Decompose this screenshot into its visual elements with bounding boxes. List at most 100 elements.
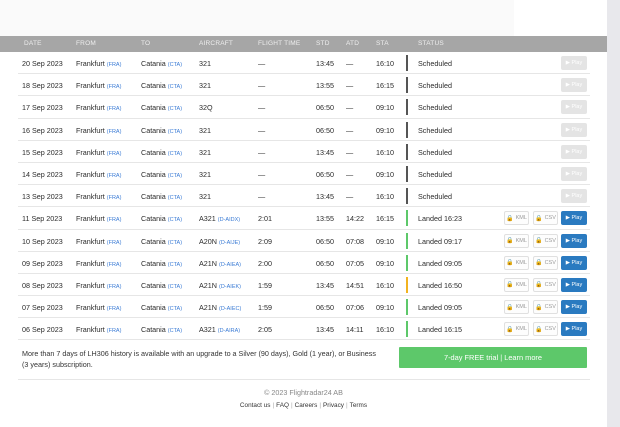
aircraft-registration[interactable]: (D-AIEK) <box>218 283 241 290</box>
to-airport-code[interactable]: (CTA) <box>167 106 183 113</box>
cell-to: Catania (CTA) <box>141 237 182 246</box>
cell-from: Frankfurt (FRA) <box>76 126 121 135</box>
free-trial-button[interactable]: 7-day FREE trial | Learn more <box>399 347 587 368</box>
footer-link-faq[interactable]: FAQ <box>276 402 289 409</box>
scrollbar-track[interactable] <box>607 0 620 427</box>
from-airport-code[interactable]: (FRA) <box>106 84 122 91</box>
csv-download-button[interactable]: 🔒 CSV <box>533 211 558 226</box>
csv-download-button[interactable]: 🔒 CSV <box>533 233 558 248</box>
divider <box>18 379 590 380</box>
from-airport-code[interactable]: (FRA) <box>106 328 122 335</box>
play-button[interactable]: ▶ Play <box>561 255 587 270</box>
table-row[interactable]: 17 Sep 2023 Frankfurt (FRA) Catania (CTA) 3… <box>18 96 590 119</box>
to-airport-code[interactable]: (CTA) <box>167 62 183 68</box>
to-airport-code[interactable]: (CTA) <box>167 306 183 313</box>
to-airport-code[interactable]: (CTA) <box>167 261 183 268</box>
aircraft-registration[interactable]: (D-AIEC) <box>218 306 242 313</box>
cell-date: 10 Sep 2023 <box>22 236 63 246</box>
table-row[interactable]: 15 Sep 2023 Frankfurt (FRA) Catania (CTA) 3… <box>18 141 590 163</box>
table-row[interactable]: 07 Sep 2023 Frankfurt (FRA) Catania (CTA) A… <box>18 296 590 319</box>
to-city: Catania <box>141 103 166 113</box>
col-flight-time: FLIGHT TIME <box>258 40 301 47</box>
play-button[interactable]: ▶ Play <box>561 100 587 115</box>
csv-download-button[interactable]: 🔒 CSV <box>533 300 558 315</box>
table-row[interactable]: 14 Sep 2023 Frankfurt (FRA) Catania (CTA) 3… <box>18 163 590 186</box>
from-airport-code[interactable]: (FRA) <box>106 172 122 179</box>
play-button[interactable]: ▶ Play <box>561 277 587 292</box>
play-button[interactable]: ▶ Play <box>561 144 587 159</box>
cell-aircraft: 321 <box>199 81 211 90</box>
play-button[interactable]: ▶ Play <box>561 300 587 315</box>
from-airport-code[interactable]: (FRA) <box>106 261 122 268</box>
aircraft-registration[interactable]: (D-AIRA) <box>217 328 241 335</box>
cell-status: Scheduled <box>418 192 452 202</box>
to-airport-code[interactable]: (CTA) <box>167 283 183 290</box>
aircraft-type: 321 <box>199 125 211 135</box>
csv-download-button[interactable]: 🔒 CSV <box>533 277 558 292</box>
to-airport-code[interactable]: (CTA) <box>167 128 183 135</box>
from-airport-code[interactable]: (FRA) <box>106 239 122 246</box>
to-airport-code[interactable]: (CTA) <box>167 195 183 202</box>
play-button[interactable]: ▶ Play <box>561 78 587 93</box>
cell-to: Catania (CTA) <box>141 170 182 179</box>
separator: | <box>290 402 293 409</box>
cell-atd: 07:08 <box>346 236 364 246</box>
play-button[interactable]: ▶ Play <box>561 322 587 337</box>
table-row[interactable]: 18 Sep 2023 Frankfurt (FRA) Catania (CTA) 3… <box>18 74 590 97</box>
table-row[interactable]: 11 Sep 2023 Frankfurt (FRA) Catania (CTA) A… <box>18 207 590 230</box>
to-airport-code[interactable]: (CTA) <box>167 172 183 179</box>
to-airport-code[interactable]: (CTA) <box>167 217 183 224</box>
from-airport-code[interactable]: (FRA) <box>106 62 122 68</box>
table-row[interactable]: 16 Sep 2023 Frankfurt (FRA) Catania (CTA) 3… <box>18 119 590 141</box>
to-airport-code[interactable]: (CTA) <box>167 239 183 246</box>
kml-download-button[interactable]: 🔒 KML <box>504 300 529 315</box>
footer-link-careers[interactable]: Careers <box>294 402 318 409</box>
csv-download-button[interactable]: 🔒 CSV <box>533 255 558 270</box>
aircraft-registration[interactable]: (D-AIEA) <box>218 261 241 268</box>
table-row[interactable]: 09 Sep 2023 Frankfurt (FRA) Catania (CTA) A… <box>18 252 590 274</box>
lock-icon: 🔒 <box>535 304 543 311</box>
aircraft-registration[interactable]: (D-AIDX) <box>217 217 241 224</box>
cell-sta: 16:10 <box>376 280 394 290</box>
footer-link-privacy[interactable]: Privacy <box>323 402 344 409</box>
cell-from: Frankfurt (FRA) <box>76 192 121 201</box>
to-airport-code[interactable]: (CTA) <box>167 84 183 91</box>
from-airport-code[interactable]: (FRA) <box>106 283 122 290</box>
kml-download-button[interactable]: 🔒 KML <box>504 277 529 292</box>
cell-from: Frankfurt (FRA) <box>76 325 121 334</box>
from-city: Frankfurt <box>76 147 105 157</box>
from-airport-code[interactable]: (FRA) <box>106 150 122 157</box>
from-airport-code[interactable]: (FRA) <box>106 106 122 113</box>
play-button[interactable]: ▶ Play <box>561 56 587 70</box>
kml-download-button[interactable]: 🔒 KML <box>504 255 529 270</box>
table-row[interactable]: 08 Sep 2023 Frankfurt (FRA) Catania (CTA) A… <box>18 274 590 297</box>
from-airport-code[interactable]: (FRA) <box>106 195 122 202</box>
table-row[interactable]: 20 Sep 2023 Frankfurt (FRA) Catania (CTA) 3… <box>18 52 590 75</box>
play-button[interactable]: ▶ Play <box>561 233 587 248</box>
play-button[interactable]: ▶ Play <box>561 166 587 181</box>
table-row[interactable]: 13 Sep 2023 Frankfurt (FRA) Catania (CTA) 3… <box>18 185 590 208</box>
table-row[interactable]: 10 Sep 2023 Frankfurt (FRA) Catania (CTA) A… <box>18 230 590 252</box>
cell-std: 13:45 <box>316 280 334 290</box>
kml-download-button[interactable]: 🔒 KML <box>504 211 529 226</box>
csv-download-button[interactable]: 🔒 CSV <box>533 322 558 337</box>
cell-atd: — <box>346 103 354 113</box>
footer-link-terms[interactable]: Terms <box>349 402 368 409</box>
play-button[interactable]: ▶ Play <box>561 122 587 137</box>
from-airport-code[interactable]: (FRA) <box>106 217 122 224</box>
kml-download-button[interactable]: 🔒 KML <box>504 322 529 337</box>
play-button[interactable]: ▶ Play <box>561 211 587 226</box>
footer-link-contact[interactable]: Contact us <box>239 402 271 409</box>
to-airport-code[interactable]: (CTA) <box>167 150 183 157</box>
table-row[interactable]: 06 Sep 2023 Frankfurt (FRA) Catania (CTA) A… <box>18 318 590 341</box>
to-city: Catania <box>141 280 166 290</box>
kml-download-button[interactable]: 🔒 KML <box>504 233 529 248</box>
from-airport-code[interactable]: (FRA) <box>106 128 122 135</box>
aircraft-registration[interactable]: (D-AIJE) <box>218 239 241 246</box>
from-airport-code[interactable]: (FRA) <box>106 306 122 313</box>
to-airport-code[interactable]: (CTA) <box>167 328 183 335</box>
cell-flight-time: 2:01 <box>258 214 272 224</box>
cell-sta: 16:15 <box>376 214 394 224</box>
play-button[interactable]: ▶ Play <box>561 189 587 204</box>
cell-flight-time: 2:00 <box>258 258 272 268</box>
